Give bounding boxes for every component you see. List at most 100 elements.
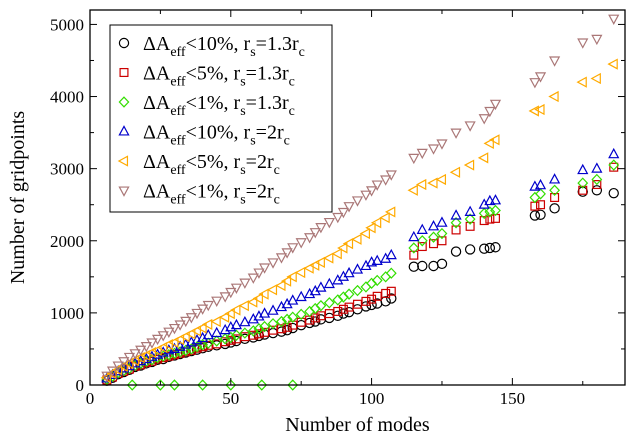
data-point: [246, 296, 258, 308]
data-point: [449, 166, 461, 178]
data-point: [253, 323, 265, 335]
series-s6: [101, 14, 620, 382]
data-point: [239, 333, 251, 345]
data-point: [550, 192, 560, 203]
data-point: [197, 304, 209, 315]
data-point: [590, 72, 601, 85]
data-point: [365, 222, 376, 234]
data-point: [352, 304, 363, 315]
data-point: [608, 14, 620, 25]
data-point: [428, 231, 439, 243]
data-point: [437, 236, 447, 246]
data-point: [163, 327, 175, 338]
data-point: [416, 148, 428, 160]
data-point: [534, 72, 547, 83]
data-point: [316, 311, 326, 321]
data-point: [309, 284, 321, 296]
data-point: [352, 299, 363, 309]
data-point: [408, 153, 420, 165]
y-tick-label: 4000: [50, 88, 84, 107]
data-point: [295, 290, 307, 302]
data-point: [592, 180, 602, 190]
data-point: [286, 271, 297, 283]
data-point: [315, 223, 327, 234]
data-point: [478, 198, 490, 209]
y-axis-label: Number of gridpoints: [7, 111, 29, 285]
data-point: [281, 248, 293, 259]
data-point: [202, 328, 214, 340]
data-point: [315, 299, 327, 312]
data-point: [591, 34, 603, 46]
data-point: [323, 217, 335, 229]
data-point: [230, 283, 243, 294]
data-point: [380, 271, 392, 283]
data-point: [343, 288, 355, 300]
series-s5: [100, 58, 618, 384]
data-point: [380, 252, 392, 263]
data-point: [337, 207, 350, 219]
data-point: [450, 128, 462, 139]
data-point: [230, 318, 243, 330]
data-point: [464, 205, 476, 216]
data-point: [324, 309, 334, 319]
data-point: [287, 294, 299, 305]
data-point: [608, 147, 620, 159]
data-point: [427, 144, 440, 155]
data-point: [156, 341, 168, 354]
y-tick-label: 3000: [50, 160, 84, 179]
data-point: [608, 187, 619, 199]
data-point: [479, 216, 489, 226]
data-point: [408, 261, 420, 272]
data-point: [258, 307, 271, 318]
data-point: [304, 233, 316, 244]
data-point: [351, 196, 364, 207]
data-point: [331, 248, 342, 260]
data-point: [287, 311, 299, 323]
data-point: [416, 235, 428, 247]
data-point: [529, 210, 541, 221]
data-point: [577, 38, 589, 49]
legend-label: ΔAeff<10%, rs=1.3rc: [143, 33, 305, 60]
data-point: [259, 320, 271, 333]
data-point: [180, 344, 192, 357]
data-point: [381, 288, 391, 298]
data-point: [490, 242, 501, 253]
data-point: [548, 56, 561, 67]
data-point: [224, 307, 235, 320]
data-point: [450, 246, 462, 257]
series-s1: [101, 185, 619, 386]
series-s4: [101, 147, 620, 383]
data-point: [371, 274, 383, 287]
data-point: [351, 263, 364, 274]
data-point: [169, 347, 180, 359]
data-point: [225, 379, 237, 391]
data-point: [337, 270, 350, 281]
data-point: [126, 379, 138, 391]
data-point: [201, 318, 213, 331]
x-axis-label: Number of modes: [285, 414, 430, 435]
data-point: [240, 332, 250, 342]
data-point: [385, 248, 397, 260]
data-point: [323, 277, 335, 289]
legend-label: ΔAeff<1%, rs=2rc: [143, 181, 280, 208]
data-point: [258, 288, 269, 300]
data-point: [386, 286, 396, 296]
data-point: [436, 227, 448, 240]
data-point: [253, 268, 265, 279]
data-point: [578, 185, 588, 195]
data-point: [479, 243, 490, 254]
data-point: [267, 304, 279, 315]
data-point: [371, 180, 383, 191]
data-point: [267, 327, 279, 339]
data-point: [489, 194, 502, 205]
data-point: [417, 242, 427, 252]
legend-label: ΔAeff<1%, rs=1.3rc: [143, 92, 295, 119]
data-point: [174, 320, 186, 331]
data-point: [185, 313, 197, 324]
data-point: [151, 334, 164, 346]
legend-marker: [118, 125, 130, 136]
data-point: [179, 331, 190, 343]
data-point: [408, 242, 420, 254]
data-point: [238, 300, 249, 312]
